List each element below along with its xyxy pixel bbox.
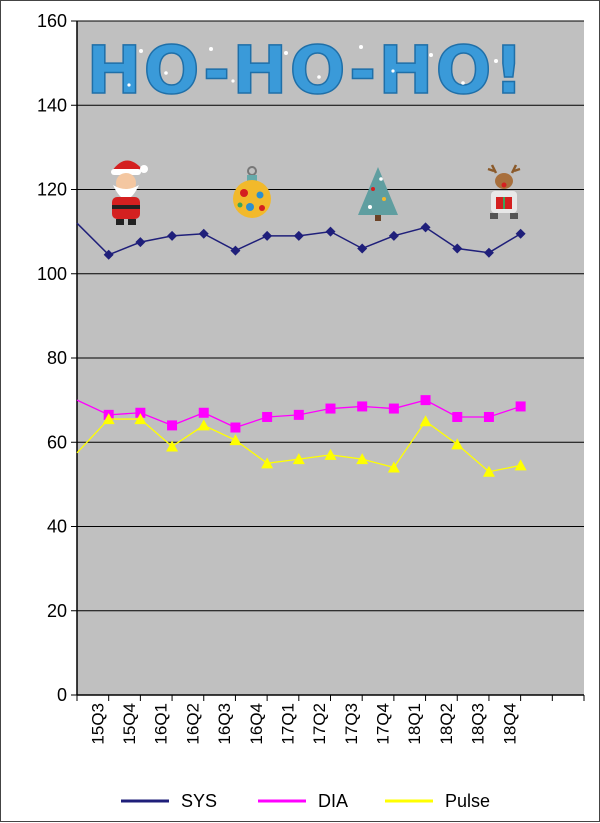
- data-point-dia: [388, 403, 399, 414]
- y-axis-ticks: 0 20 40 60 80 100 120 140 160: [37, 11, 77, 705]
- legend: SYS DIA Pulse: [121, 791, 490, 811]
- x-tick-label: 17Q4: [374, 703, 393, 745]
- data-point-pulse: [482, 465, 495, 477]
- y-tick-label: 80: [47, 348, 67, 368]
- y-tick-label: 160: [37, 11, 67, 31]
- data-point-pulse: [451, 438, 464, 450]
- data-point-pulse: [387, 461, 400, 473]
- data-point-dia: [135, 407, 146, 418]
- x-axis-ticks: 15Q3 15Q4 16Q1 16Q2 16Q3 16Q4 17Q1 17Q2 17Q3 17Q4…: [76, 695, 585, 745]
- data-point-pulse: [197, 419, 210, 431]
- banner-snow: [127, 45, 498, 87]
- data-point-dia: [293, 409, 304, 420]
- data-point-pulse: [324, 448, 337, 460]
- x-tick-label: 17Q3: [342, 703, 361, 745]
- data-point-pulse: [134, 413, 147, 425]
- x-tick-label: 18Q1: [405, 703, 424, 745]
- data-point-sys: [135, 237, 146, 248]
- y-tick-label: 120: [37, 180, 67, 200]
- y-tick-label: 100: [37, 264, 67, 284]
- x-tick-label: 15Q4: [120, 703, 139, 745]
- data-point-pulse: [102, 413, 115, 425]
- y-tick-label: 0: [57, 685, 67, 705]
- series-layer: [76, 222, 527, 477]
- reindeer-icon: [487, 164, 521, 219]
- x-tick-label: 18Q3: [469, 703, 488, 745]
- data-point-sys: [357, 243, 368, 254]
- legend-item-dia: DIA: [258, 791, 348, 811]
- x-tick-label: 16Q1: [152, 703, 171, 745]
- y-tick-label: 40: [47, 517, 67, 537]
- data-point-dia: [483, 411, 494, 422]
- data-point-pulse: [356, 453, 369, 465]
- legend-label-dia: DIA: [318, 791, 348, 811]
- x-tick-label: 17Q1: [278, 703, 297, 745]
- data-point-sys: [103, 249, 114, 260]
- data-point-sys: [167, 230, 178, 241]
- legend-label-pulse: Pulse: [445, 791, 490, 811]
- series-pulse: [76, 413, 527, 477]
- data-point-sys: [325, 226, 336, 237]
- data-point-sys: [452, 243, 463, 254]
- data-point-sys: [230, 245, 241, 256]
- data-point-sys: [198, 228, 209, 239]
- x-tick-label: 18Q2: [437, 703, 456, 745]
- data-point-pulse: [419, 415, 432, 427]
- data-point-dia: [167, 420, 178, 431]
- data-point-sys: [515, 228, 526, 239]
- y-tick-label: 60: [47, 432, 67, 452]
- data-point-pulse: [514, 459, 527, 471]
- data-point-pulse: [292, 453, 305, 465]
- legend-label-sys: SYS: [181, 791, 217, 811]
- y-tick-label: 140: [37, 95, 67, 115]
- x-tick-label: 16Q2: [183, 703, 202, 745]
- ornament-icon: [233, 166, 271, 218]
- x-tick-label: 16Q4: [247, 703, 266, 745]
- data-point-dia: [262, 411, 273, 422]
- data-point-pulse: [261, 457, 274, 469]
- data-point-dia: [230, 422, 241, 433]
- data-point-pulse: [166, 440, 179, 452]
- ho-ho-ho-banner: HO-HO-HO!: [86, 32, 525, 109]
- data-point-sys: [483, 247, 494, 258]
- data-point-dia: [198, 407, 209, 418]
- y-tick-label: 20: [47, 601, 67, 621]
- x-tick-label: 16Q3: [215, 703, 234, 745]
- data-point-sys: [420, 222, 431, 233]
- x-tick-label: 17Q2: [310, 703, 329, 745]
- gridlines: [77, 20, 584, 612]
- x-tick-label: 18Q4: [500, 703, 519, 745]
- legend-item-pulse: Pulse: [385, 791, 490, 811]
- data-point-dia: [452, 411, 463, 422]
- legend-item-sys: SYS: [121, 791, 217, 811]
- data-point-dia: [357, 401, 368, 412]
- x-tick-label: 15Q3: [88, 703, 107, 745]
- christmas-tree-icon: [358, 167, 398, 221]
- data-point-dia: [325, 403, 336, 414]
- data-point-sys: [388, 230, 399, 241]
- data-point-dia: [420, 395, 431, 406]
- data-point-sys: [293, 230, 304, 241]
- data-point-dia: [515, 401, 526, 412]
- data-point-sys: [262, 230, 273, 241]
- series-sys: [76, 222, 526, 260]
- data-point-pulse: [229, 434, 242, 446]
- santa-icon: [111, 160, 148, 225]
